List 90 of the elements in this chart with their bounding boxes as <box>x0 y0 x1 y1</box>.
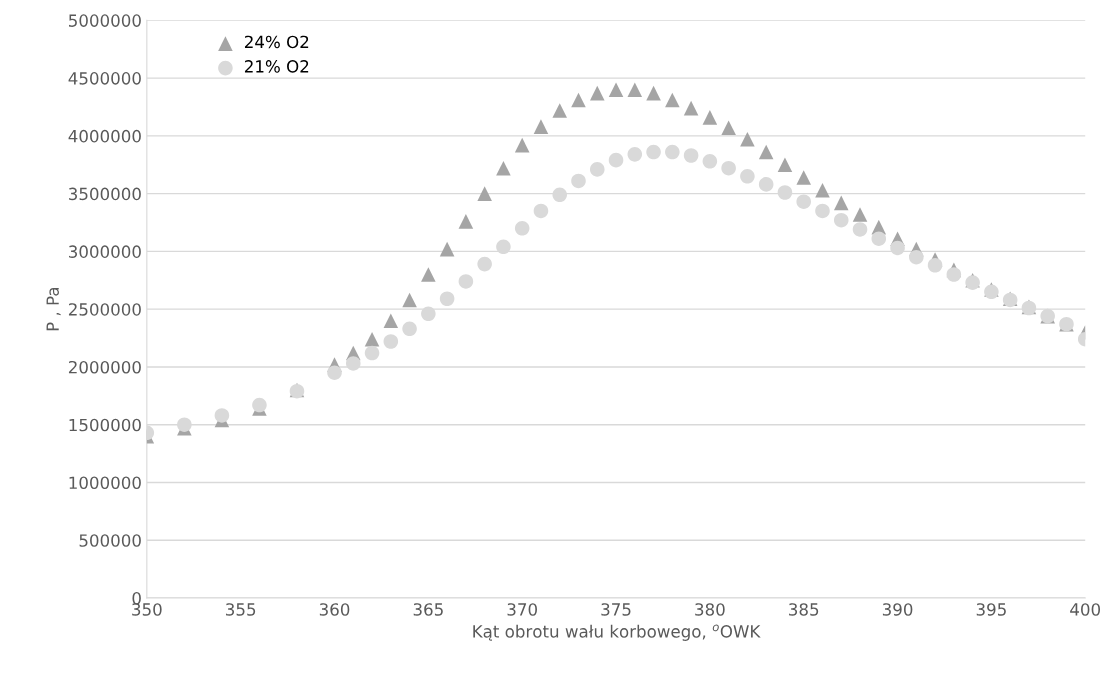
point <box>383 334 399 349</box>
point <box>740 169 755 184</box>
point <box>589 162 605 177</box>
point <box>439 291 455 307</box>
x-tick-label: 390 <box>882 603 913 616</box>
point <box>777 157 793 173</box>
x-tick-label: 380 <box>695 603 725 616</box>
point <box>833 212 849 228</box>
point <box>702 154 718 169</box>
point <box>608 82 624 97</box>
point <box>815 203 830 219</box>
point <box>683 148 699 163</box>
point <box>721 160 736 176</box>
x-tick-label: 365 <box>413 603 443 616</box>
point <box>777 185 793 200</box>
point <box>721 120 736 136</box>
x-tick-label: 355 <box>226 603 256 616</box>
point <box>552 187 568 203</box>
x-tick-label: 350 <box>132 603 162 616</box>
y-tick-label: 4000000 <box>68 129 141 143</box>
legend-label: 24% O2 <box>244 35 309 49</box>
point <box>533 203 549 219</box>
point <box>890 240 905 256</box>
point <box>627 82 643 97</box>
point <box>683 100 699 116</box>
point <box>477 186 492 201</box>
x-axis-title: Kąt obrotu wału korbowego, $^{o}$OWK <box>473 624 761 641</box>
point <box>514 221 530 236</box>
point <box>533 119 549 134</box>
y-axis-title: P , Pa <box>46 287 61 331</box>
legend-label: 21% O2 <box>244 60 309 73</box>
y-tick-label: 4500000 <box>68 72 141 85</box>
y-tick-label: 500000 <box>79 534 141 547</box>
point <box>383 313 399 328</box>
point <box>458 274 474 289</box>
point <box>627 147 643 162</box>
point <box>458 214 474 229</box>
point <box>514 137 530 153</box>
point <box>402 321 417 337</box>
point <box>496 239 511 255</box>
point <box>496 160 511 176</box>
point <box>946 267 962 282</box>
point <box>646 144 661 160</box>
point <box>608 152 624 168</box>
y-tick-label: 1000000 <box>69 476 141 490</box>
point <box>852 207 868 222</box>
point <box>665 92 680 108</box>
point <box>214 408 230 423</box>
x-tick-label: 395 <box>976 603 1006 616</box>
point <box>477 256 492 272</box>
x-tick-label: 370 <box>507 603 537 616</box>
point <box>758 144 774 160</box>
y-tick-label: 1500000 <box>69 418 141 432</box>
point <box>796 194 811 210</box>
point <box>364 345 380 361</box>
point <box>346 356 361 371</box>
point <box>833 195 849 211</box>
y-tick-label: 5000000 <box>69 14 141 27</box>
point <box>871 231 887 246</box>
point <box>740 132 755 147</box>
y-tick-label: 3000000 <box>69 245 141 258</box>
y-tick-label: 3500000 <box>69 187 141 201</box>
y-tick-label: 0 <box>132 591 141 605</box>
point <box>439 241 455 257</box>
point <box>571 92 586 108</box>
point <box>421 306 436 322</box>
point <box>252 397 267 413</box>
x-tick-label: 385 <box>789 603 819 616</box>
x-tick-label: 375 <box>601 603 631 616</box>
point <box>552 103 568 118</box>
y-tick-label: 2000000 <box>68 360 141 374</box>
point <box>589 85 605 101</box>
point <box>327 365 342 380</box>
point <box>402 292 417 308</box>
point <box>796 170 811 185</box>
point <box>571 173 586 189</box>
y-tick-label: 2500000 <box>68 303 141 316</box>
point <box>852 222 868 237</box>
point <box>421 267 436 282</box>
point <box>364 331 380 347</box>
point <box>665 144 680 160</box>
point <box>177 417 192 432</box>
point <box>702 110 718 125</box>
point <box>758 177 774 192</box>
point <box>909 249 924 265</box>
point <box>927 257 943 273</box>
x-tick-label: 400 <box>1070 603 1101 616</box>
x-tick-label: 360 <box>319 603 350 616</box>
point <box>815 182 830 198</box>
point <box>646 85 661 101</box>
